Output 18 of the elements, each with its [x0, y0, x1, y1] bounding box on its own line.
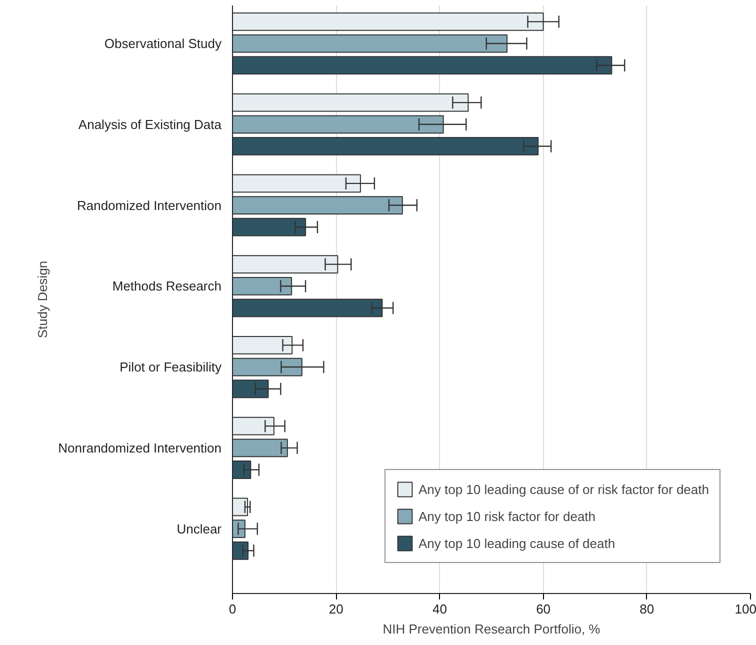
y-tick-label: Analysis of Existing Data — [78, 116, 222, 132]
y-axis-title: Study Design — [35, 260, 50, 338]
x-tick-label: 100 — [734, 602, 756, 616]
y-tick-label: Unclear — [176, 521, 222, 536]
y-tick-label: Observational Study — [104, 36, 222, 52]
legend-label: Any top 10 leading cause of death — [418, 536, 616, 550]
x-tick-label: 20 — [328, 602, 344, 616]
x-tick-label: 0 — [228, 602, 236, 616]
legend-label: Any top 10 risk factor for death — [418, 508, 596, 524]
y-tick-label: Nonrandomized Intervention — [58, 440, 222, 456]
x-axis-title: NIH Prevention Research Portfolio, % — [382, 622, 601, 636]
y-tick-label: Methods Research — [112, 278, 222, 294]
y-tick-label: Pilot or Feasibility — [120, 360, 222, 375]
x-tick-label: 60 — [536, 602, 551, 616]
y-tick-label: Randomized Intervention — [76, 198, 222, 213]
x-tick-label: 40 — [432, 602, 447, 616]
legend-label: Any top 10 leading cause of or risk factor for death — [418, 482, 709, 496]
x-tick-label: 80 — [640, 602, 654, 616]
